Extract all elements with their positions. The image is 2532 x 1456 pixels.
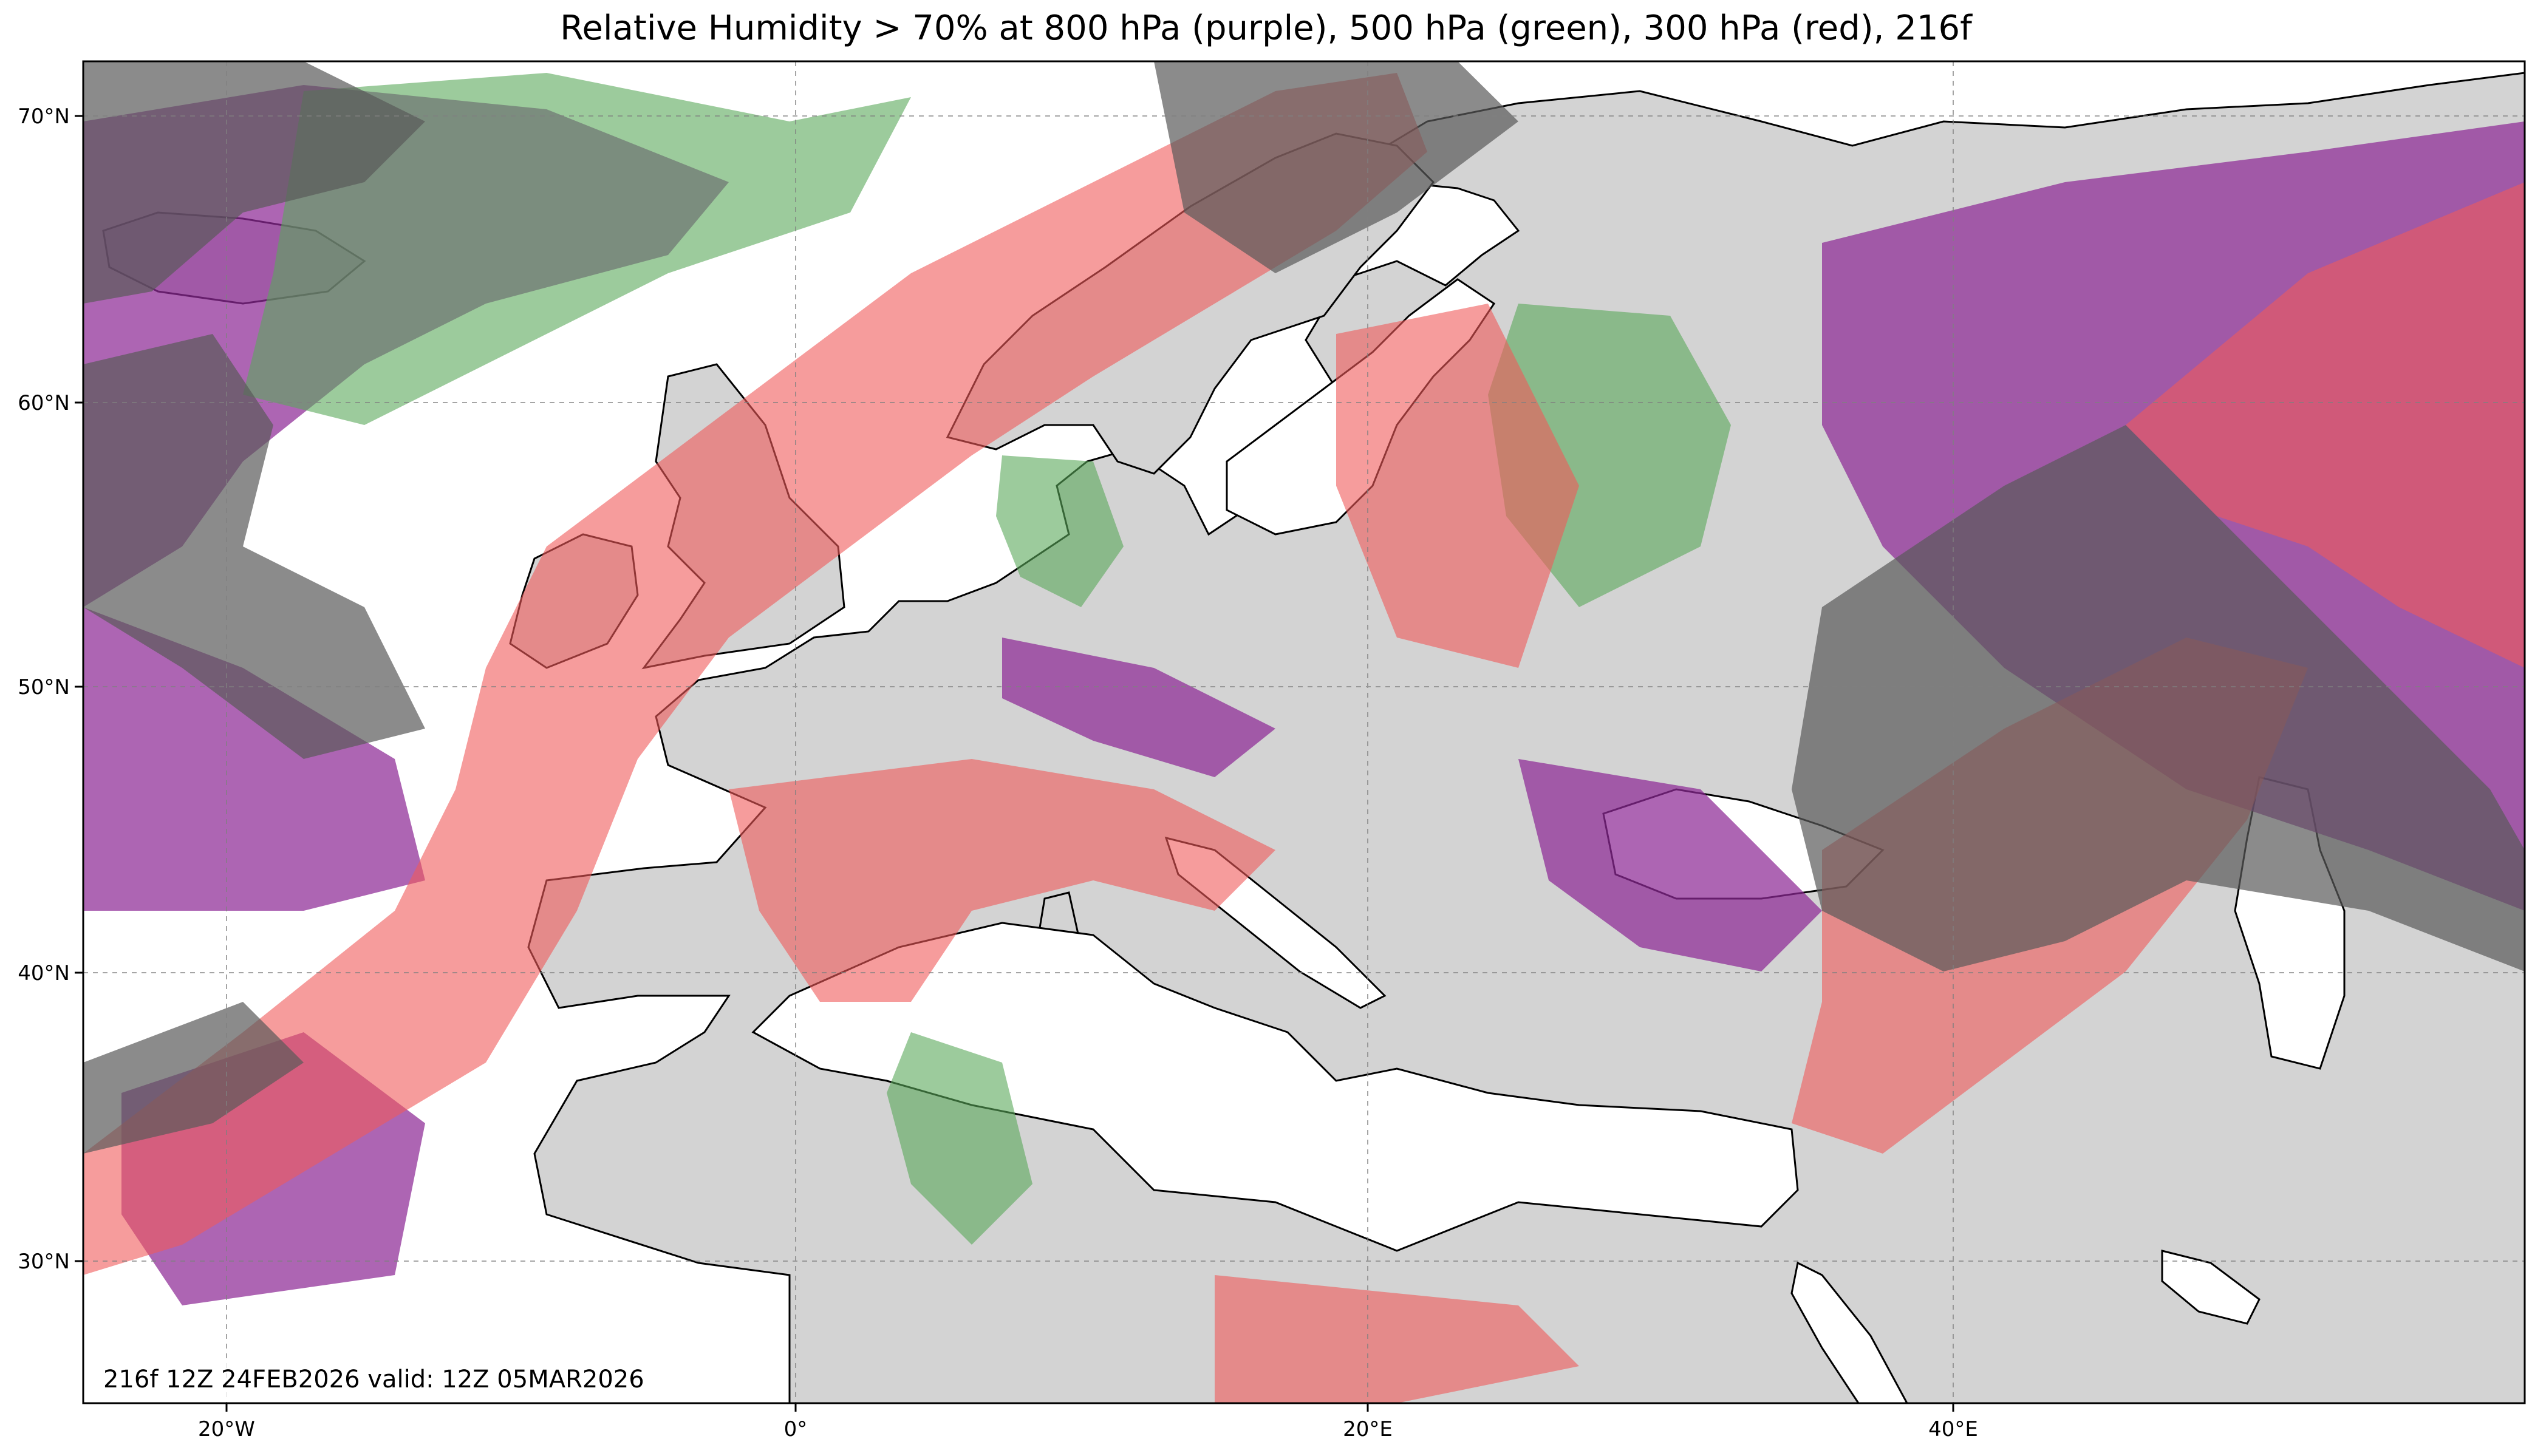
x-tick-label-40e: 40°E <box>1928 1417 1978 1441</box>
valid-time-box <box>91 1360 680 1398</box>
plot-frame <box>82 60 2526 1404</box>
sea-persian-gulf <box>2161 1250 2261 1325</box>
rh-300-jet-band <box>83 73 1427 1275</box>
overlap-atlantic-north <box>83 61 425 304</box>
rh-800-balkans <box>1518 759 1822 971</box>
rh-500-layer <box>243 73 1731 1245</box>
y-tick-label-40n: 40°N <box>18 961 70 985</box>
x-tick-label-20w: 20°W <box>198 1417 255 1441</box>
rh-300-mediterranean <box>729 759 1275 1002</box>
rh-800-atlantic-south <box>83 607 425 911</box>
y-tick-label-30n: 30°N <box>18 1250 70 1274</box>
x-tick-label-20e: 20°E <box>1343 1417 1393 1441</box>
y-tick-label-50n: 50°N <box>18 675 70 699</box>
overlap-east <box>1792 425 2525 971</box>
x-axis-ticks <box>225 1403 1954 1412</box>
rh-500-africa <box>887 1032 1032 1245</box>
rh-500-north-atlantic <box>243 73 911 425</box>
gridlines <box>83 61 2525 1403</box>
rh-300-europe-east <box>1336 304 1579 668</box>
x-tick-label-0: 0° <box>784 1417 808 1441</box>
overlap-north-scandinavia <box>1154 61 1518 273</box>
rh-300-sahara <box>1215 1275 1579 1403</box>
y-axis-ticks <box>75 115 83 1262</box>
y-tick-label-60n: 60°N <box>18 391 70 415</box>
rh-overlap-layer <box>83 61 2525 1154</box>
rh-800-central-europe <box>1002 638 1275 777</box>
overlap-atlantic-mid <box>83 334 425 759</box>
y-tick-label-70n: 70°N <box>18 104 70 129</box>
overlap-iberia-africa <box>83 1002 304 1154</box>
sea-red <box>1790 1261 1908 1403</box>
rh-500-north-sea <box>996 455 1124 607</box>
map-title: Relative Humidity > 70% at 800 hPa (purp… <box>560 9 1972 48</box>
valid-time-text: 216f 12Z 24FEB2026 valid: 12Z 05MAR2026 <box>103 1366 644 1393</box>
rh-300-siberia <box>2126 182 2525 668</box>
